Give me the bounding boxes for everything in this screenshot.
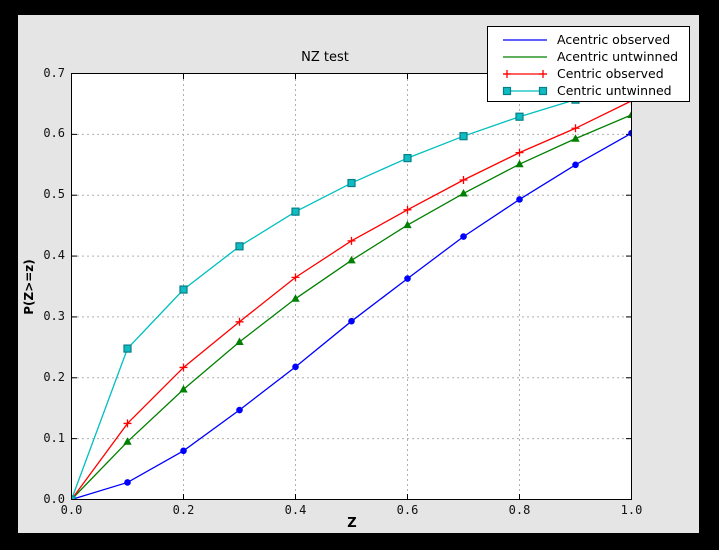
chart-title: NZ test xyxy=(301,50,349,65)
legend-label: Acentric observed xyxy=(557,32,671,47)
y-tick-label: 0.1 xyxy=(43,430,65,445)
y-tick-label: 0.2 xyxy=(43,369,65,384)
legend-item: Acentric observed xyxy=(488,31,689,48)
y-tick-label: 0.5 xyxy=(43,187,65,202)
figure-canvas: NZ test P(Z>=z) 0.0 0.2 0.4 0.6 0.8 1.0 0.0 0.… xyxy=(18,15,699,533)
legend-label: Acentric untwinned xyxy=(557,49,679,64)
x-tick-label: 0.0 xyxy=(60,503,83,517)
legend-item: Centric observed xyxy=(488,65,689,82)
legend-label: Centric untwinned xyxy=(557,83,672,98)
y-tick-label: 0.4 xyxy=(43,248,65,263)
x-tick-label: 0.4 xyxy=(284,503,307,517)
y-tick-label: 0.3 xyxy=(43,308,65,323)
legend-line-sample xyxy=(503,69,547,78)
x-tick-label: 1.0 xyxy=(620,503,643,517)
y-tick-label: 0.0 xyxy=(43,491,65,506)
legend-line-sample xyxy=(503,38,547,41)
legend-item: Acentric untwinned xyxy=(488,48,689,65)
x-tick-label: 0.2 xyxy=(172,503,195,517)
legend-item: Centric untwinned xyxy=(488,82,689,99)
legend-box: Acentric observed Acentric untwinned Centr… xyxy=(487,26,690,102)
legend-line-sample xyxy=(503,55,547,58)
legend-label: Centric observed xyxy=(557,66,664,81)
y-axis-label: P(Z>=z) xyxy=(22,259,36,315)
x-tick-label: 0.8 xyxy=(508,503,531,517)
legend-line-sample xyxy=(502,86,548,95)
y-tick-label: 0.6 xyxy=(43,126,65,141)
plot-svg xyxy=(71,73,632,500)
y-tick-label: 0.7 xyxy=(43,65,65,80)
x-axis-label: Z xyxy=(347,516,357,531)
plot-area xyxy=(71,73,632,500)
x-tick-label: 0.6 xyxy=(396,503,419,517)
